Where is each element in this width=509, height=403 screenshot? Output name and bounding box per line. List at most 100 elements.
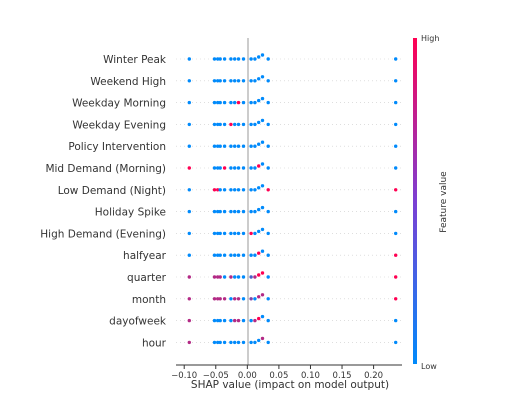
shap-point [394,57,398,61]
shap-point [233,100,237,105]
shap-point [216,340,220,345]
shap-point [253,231,257,236]
shap-point [249,318,253,323]
shap-point [260,205,265,210]
feature-labels: Winter Peak Weekend High Weekday Morning We… [40,54,167,349]
shap-point [218,297,222,301]
shap-point [260,53,265,57]
shap-point [229,297,233,301]
shap-point [222,79,227,83]
shap-point [212,79,217,83]
shap-point [216,100,220,105]
shap-point [218,122,222,127]
shap-point [236,209,241,214]
shap-point [236,100,241,105]
shap-point [249,166,253,170]
shap-point [218,144,222,148]
shap-point [218,275,222,279]
shap-point [218,340,222,345]
feature-label: halfyear [123,250,167,262]
x-axis-ticks: −0.10 −0.05 0.00 0.05 0.10 0.15 0.20 [171,365,383,381]
shap-point [394,209,398,214]
shap-point [394,231,398,236]
shap-point [212,100,217,105]
shap-point [241,57,246,61]
shap-point [236,122,241,127]
shap-point [222,144,227,148]
shap-point [216,297,220,301]
shap-point [216,57,220,61]
shap-point [253,188,257,192]
shap-point [253,275,257,279]
shap-point [249,340,253,345]
shap-point [218,253,222,257]
shap-point [253,340,257,345]
shap-point [222,209,227,214]
shap-point [233,166,237,170]
shap-point [229,100,233,105]
shap-point [187,253,191,257]
shap-point [187,144,191,148]
feature-label: Weekday Evening [72,119,166,131]
shap-point [218,100,222,105]
shap-point [236,253,241,257]
shap-point [241,340,246,345]
shap-point [260,293,265,297]
shap-point [260,336,265,341]
shap-point [249,122,253,127]
shap-point [216,122,220,127]
shap-point [257,207,261,212]
shap-point [222,57,227,61]
feature-label: Mid Demand (Morning) [45,163,166,175]
shap-point [229,340,233,345]
shap-point [257,229,261,234]
shap-point [394,253,398,257]
shap-point [222,122,227,127]
shap-point [241,188,246,192]
shap-point [257,295,261,299]
shap-point [233,275,237,279]
shap-point [229,318,233,323]
shap-point [257,316,261,321]
shap-point [253,318,257,323]
shap-point [266,79,270,83]
shap-point [257,142,261,146]
colorbar [413,38,417,364]
shap-point [241,209,246,214]
shap-point [257,120,261,125]
feature-label: Low Demand (Night) [58,185,166,197]
colorbar-high-label: High [421,34,439,43]
shap-point [266,100,270,105]
shap-point [233,297,237,301]
shap-point [253,166,257,170]
shap-point [233,57,237,61]
x-tick-label: 0.00 [238,371,257,381]
shap-point [233,209,237,214]
shap-point [249,79,253,83]
shap-point [249,297,253,301]
shap-point [229,231,233,236]
shap-point [260,271,265,275]
shap-point [394,297,398,301]
shap-point [257,186,261,190]
shap-point [212,297,217,301]
shap-point [218,231,222,236]
shap-point [241,231,246,236]
shap-point [222,275,227,279]
shap-point [233,144,237,148]
shap-point [394,144,398,148]
x-tick-label: 0.10 [301,371,320,381]
shap-point [187,122,191,127]
shap-point [216,144,220,148]
shap-point [222,297,227,301]
shap-point [253,253,257,257]
shap-point [222,318,227,323]
shap-point [233,79,237,83]
shap-point [236,144,241,148]
shap-point [249,57,253,61]
shap-point [187,340,191,345]
shap-point [229,57,233,61]
shap-point [241,144,246,148]
shap-point [266,188,270,192]
shap-point [266,122,270,127]
